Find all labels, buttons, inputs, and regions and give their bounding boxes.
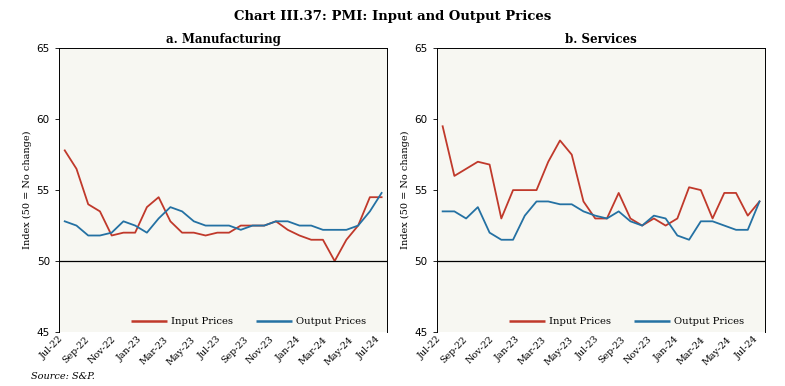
Text: Chart III.37: PMI: Input and Output Prices: Chart III.37: PMI: Input and Output Pric… [234, 10, 551, 23]
Y-axis label: Index (50 = No change): Index (50 = No change) [401, 131, 411, 249]
Text: Output Prices: Output Prices [674, 317, 744, 326]
Text: Source: S&P.: Source: S&P. [31, 372, 95, 381]
Title: a. Manufacturing: a. Manufacturing [166, 33, 280, 46]
Text: Input Prices: Input Prices [550, 317, 612, 326]
Text: Input Prices: Input Prices [171, 317, 233, 326]
Title: b. Services: b. Services [565, 33, 637, 46]
Text: Output Prices: Output Prices [296, 317, 367, 326]
Y-axis label: Index (50 = No change): Index (50 = No change) [24, 131, 32, 249]
